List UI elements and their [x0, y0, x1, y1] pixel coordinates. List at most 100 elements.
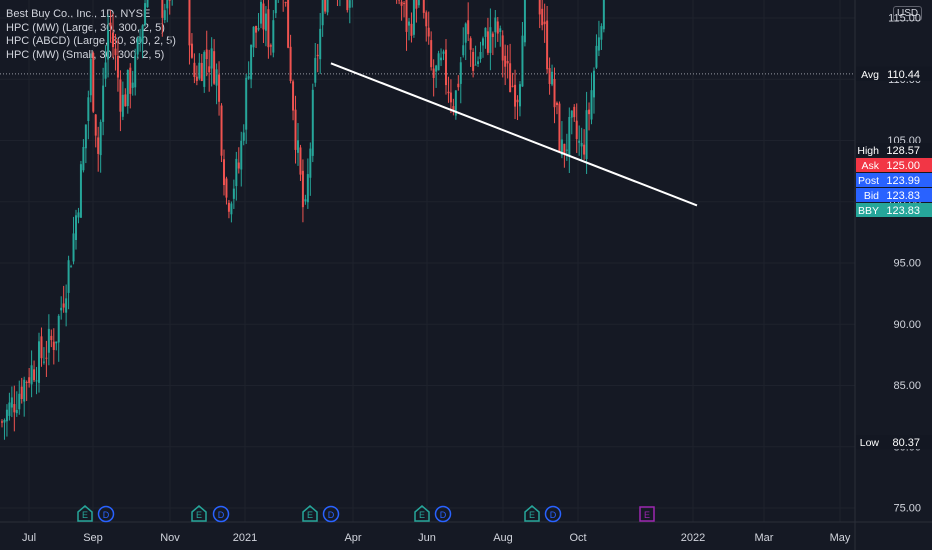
candle-body: [400, 1, 403, 6]
candle-body: [602, 0, 605, 30]
candle-body: [77, 212, 80, 218]
candle-body: [65, 298, 68, 313]
candle-body: [92, 53, 95, 112]
candle-body: [250, 44, 253, 80]
price-tag-label: Post: [858, 175, 879, 187]
candle-body: [111, 32, 114, 48]
event-letter: D: [218, 510, 225, 520]
price-tag-high: High 128.57: [856, 143, 932, 157]
candle-body: [514, 84, 517, 107]
candle-body: [583, 144, 586, 155]
candle-body: [215, 69, 218, 86]
price-tag-label: High: [857, 145, 879, 157]
candle-body: [87, 97, 90, 121]
candle-body: [309, 148, 312, 178]
event-letter: D: [103, 510, 110, 520]
candle-body: [437, 53, 440, 71]
candle-body: [422, 0, 425, 13]
legend-indicator-1[interactable]: HPC (MW) (Large, 30, 300, 2, 5): [6, 21, 165, 34]
event-letter: D: [550, 510, 557, 520]
candle-body: [289, 46, 292, 82]
price-tag-label: Bid: [864, 190, 879, 202]
candle-body: [600, 26, 603, 40]
event-frame: [639, 506, 655, 522]
candle-body: [489, 27, 492, 53]
candle-body: [141, 25, 144, 44]
event-letter: E: [644, 510, 650, 520]
candle-body: [10, 397, 13, 408]
candle-body: [45, 357, 48, 359]
candle-body: [200, 62, 203, 82]
legend-indicator-2[interactable]: HPC (ABCD) (Large, 30, 300, 2, 5): [6, 35, 176, 47]
candle-body: [8, 402, 11, 416]
candle-body: [50, 335, 53, 341]
candle-body: [499, 28, 502, 32]
y-tick-label: 95.00: [893, 258, 921, 270]
price-tag-name-bg: [856, 203, 882, 217]
candle-body: [407, 21, 410, 26]
candle-body: [496, 21, 499, 34]
candle-body: [484, 27, 487, 37]
candle-body: [319, 28, 322, 60]
candle-body: [452, 106, 455, 111]
candle-body: [52, 341, 55, 351]
y-tick-label: 115.00: [888, 13, 921, 25]
dividend-event-icon: D: [97, 505, 115, 523]
candle-body: [516, 99, 519, 103]
candle-body: [417, 0, 420, 6]
candle-body: [188, 0, 191, 46]
currency-label[interactable]: USD: [893, 6, 923, 21]
candle-body: [449, 92, 452, 103]
candle-body: [570, 110, 573, 118]
x-tick-label: Aug: [493, 532, 513, 544]
candle-body: [410, 23, 413, 36]
candle-body: [5, 409, 8, 422]
legend-indicator-3[interactable]: HPC (MW) (Small, 30, 300, 2, 5): [6, 48, 165, 61]
candle-body: [447, 91, 450, 94]
price-tag-low: Low 80.37: [856, 435, 932, 450]
candle-body: [506, 60, 509, 64]
candle-body: [472, 51, 475, 71]
candle-body: [469, 38, 472, 50]
candle-body: [15, 410, 18, 414]
price-tag-bid: Bid 123.83: [856, 188, 932, 202]
event-frame: [322, 505, 340, 523]
candle-body: [55, 341, 58, 344]
candle-body: [301, 170, 304, 208]
candle-body: [459, 62, 462, 84]
candle-body: [501, 35, 504, 61]
candle-body: [346, 0, 349, 11]
candle-body: [597, 37, 600, 51]
candle-body: [60, 307, 63, 311]
price-tag-avg: Avg 110.44: [856, 66, 932, 81]
price-tag-value: 123.99: [886, 175, 920, 187]
candle-body: [225, 178, 228, 198]
candle-body: [168, 0, 171, 1]
price-tag-name-bg: [856, 158, 882, 172]
x-tick-label: Jul: [22, 532, 36, 544]
candle-body: [79, 164, 82, 218]
candle-body: [324, 0, 327, 12]
candle-body: [403, 2, 406, 4]
price-tag-value: 123.83: [886, 205, 920, 217]
x-tick-label: 2021: [233, 532, 257, 544]
candle-body: [432, 68, 435, 78]
price-tag-name-bg: [856, 435, 882, 450]
x-tick-label: Apr: [344, 532, 361, 544]
candle-body: [161, 0, 164, 18]
candle-body: [316, 54, 319, 57]
candle-body: [104, 62, 107, 79]
event-letter: D: [440, 510, 447, 520]
candle-body: [494, 17, 497, 33]
candle-body: [314, 57, 317, 83]
candle-body: [222, 159, 225, 186]
candle-body: [326, 0, 329, 13]
candle-body: [538, 0, 541, 15]
candle-body: [553, 78, 556, 108]
price-tag-value: 123.83: [886, 190, 920, 202]
candle-body: [97, 137, 100, 154]
candle-body: [129, 67, 132, 94]
candle-body: [474, 64, 477, 66]
candle-body: [521, 35, 524, 87]
